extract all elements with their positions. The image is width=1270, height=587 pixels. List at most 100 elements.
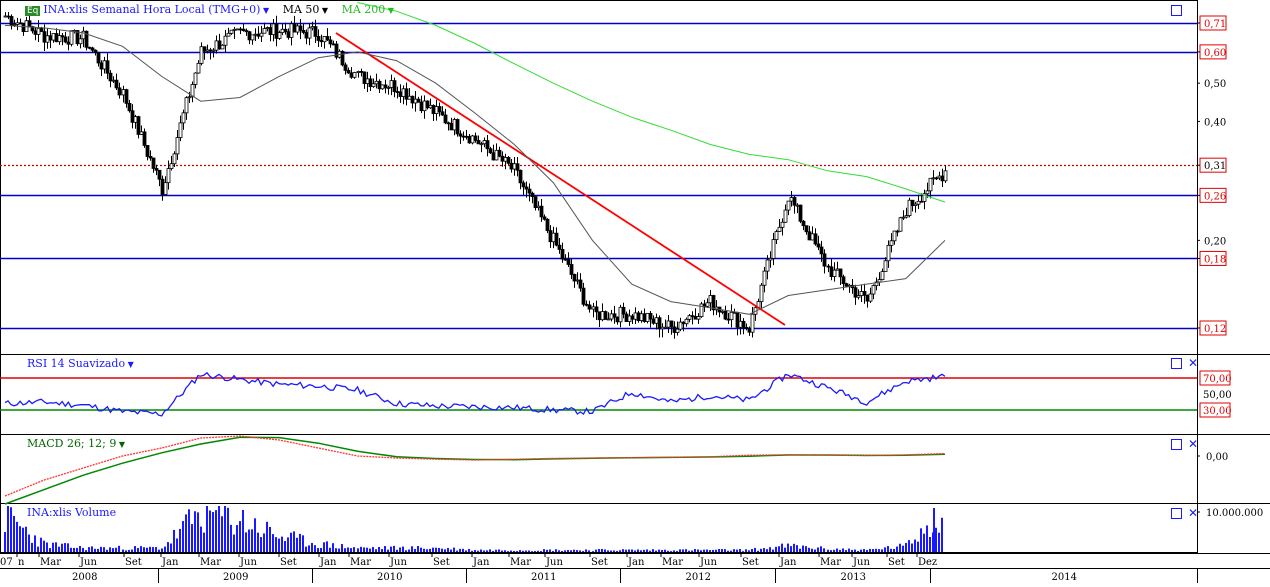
volume-bar — [640, 550, 642, 552]
ma200-label[interactable]: MA 200 — [341, 3, 386, 16]
rsi-title[interactable]: RSI 14 Suavizado — [27, 357, 126, 370]
macd-title[interactable]: MACD 26; 12; 9 — [27, 437, 117, 450]
candle-body — [587, 304, 592, 310]
volume-bar — [483, 550, 485, 552]
macd-line — [4, 435, 946, 497]
candle-body — [910, 199, 915, 207]
volume-bar — [444, 549, 446, 552]
volume-bar — [58, 546, 60, 552]
maximize-pane-icon[interactable] — [1171, 507, 1182, 519]
candle-body — [133, 116, 138, 123]
volume-bar — [519, 550, 521, 552]
volume-bar — [284, 540, 286, 552]
main-chart-title[interactable]: INA:xlis Semanal Hora Local (TMG+0) — [43, 3, 261, 16]
chevron-down-icon[interactable]: ▼ — [125, 360, 134, 369]
volume-bar — [833, 549, 835, 552]
candle-body — [666, 320, 671, 328]
candle-body — [871, 285, 876, 295]
volume-bar — [742, 551, 744, 552]
candle-body — [735, 312, 740, 328]
candle-body — [934, 177, 939, 180]
volume-bar — [884, 547, 886, 552]
maximize-pane-icon[interactable] — [1171, 4, 1182, 16]
volume-bar — [676, 551, 678, 552]
volume-bar — [4, 532, 6, 552]
volume-bar — [628, 549, 630, 552]
candle-body — [922, 193, 927, 202]
volume-bar — [926, 525, 928, 552]
volume-bar — [507, 551, 509, 552]
candle-body — [461, 135, 466, 138]
volume-bar — [802, 545, 804, 552]
volume-bar — [302, 535, 304, 552]
chevron-down-icon[interactable]: ▼ — [260, 6, 270, 15]
candle-body — [627, 315, 632, 322]
volume-bar — [772, 549, 774, 552]
candle-body — [904, 215, 909, 218]
x-year-label: 2013 — [841, 572, 866, 583]
candle-body — [33, 30, 38, 35]
candle-body — [687, 315, 692, 320]
candle-body — [105, 60, 110, 74]
candle-body — [24, 20, 29, 32]
volume-bar — [558, 550, 560, 552]
price-tick-label: 0,31 — [1204, 161, 1226, 172]
close-pane-icon[interactable]: ✕ — [1188, 506, 1199, 520]
candle-body — [229, 29, 234, 34]
candle-body — [51, 33, 56, 41]
chevron-down-icon[interactable]: ▼ — [319, 6, 329, 15]
maximize-pane-icon[interactable] — [1171, 438, 1182, 450]
candle-body — [178, 122, 183, 138]
volume-bar — [218, 506, 220, 552]
x-month-label: Jan — [319, 557, 337, 568]
volume-bar — [619, 550, 621, 552]
chevron-down-icon[interactable]: ▼ — [385, 6, 394, 15]
candle-body — [557, 244, 562, 250]
macd-tick-label: 0,00 — [1206, 452, 1228, 463]
chevron-down-icon[interactable]: ▼ — [116, 440, 126, 449]
volume-bar — [206, 506, 208, 552]
volume-bar — [347, 547, 349, 552]
volume-bar — [438, 547, 440, 552]
candle-body — [413, 98, 418, 104]
volume-bar — [811, 548, 813, 552]
candle-body — [533, 196, 538, 208]
volume-bar — [685, 549, 687, 552]
candle-body — [356, 70, 361, 73]
maximize-pane-icon[interactable] — [1171, 357, 1182, 369]
volume-bar — [748, 550, 750, 552]
candle-body — [654, 317, 659, 324]
volume-bar — [682, 549, 684, 552]
candle-body — [720, 310, 725, 313]
candle-body — [295, 25, 300, 33]
volume-bar — [501, 550, 503, 552]
volume-bar — [691, 550, 693, 552]
candle-body — [789, 197, 794, 202]
volume-bar — [94, 548, 96, 552]
volume-bar — [399, 547, 401, 552]
x-year-label: 2010 — [377, 572, 402, 583]
candle-body — [675, 328, 680, 333]
volume-bar — [245, 532, 247, 552]
close-pane-icon[interactable]: ✕ — [1188, 356, 1199, 370]
candle-body — [75, 30, 80, 45]
candle-body — [235, 28, 240, 31]
close-pane-icon[interactable]: ✕ — [1188, 437, 1199, 451]
volume-bar — [854, 549, 856, 552]
candle-body — [663, 326, 668, 329]
volume-title[interactable]: INA:xlis Volume — [27, 506, 117, 519]
candle-body — [428, 104, 433, 109]
candle-body — [880, 271, 885, 280]
candle-body — [747, 327, 752, 333]
volume-bar — [296, 537, 298, 552]
candle-body — [609, 313, 614, 320]
rsi-pane-controls: ✕ — [1171, 356, 1198, 370]
candle-body — [458, 133, 463, 137]
volume-bar — [585, 549, 587, 552]
volume-bar — [19, 526, 21, 552]
volume-bar — [920, 528, 922, 552]
volume-bar — [197, 512, 199, 552]
volume-bar — [341, 544, 343, 552]
ma50-label[interactable]: MA 50 — [282, 3, 320, 16]
candle-body — [250, 34, 255, 41]
